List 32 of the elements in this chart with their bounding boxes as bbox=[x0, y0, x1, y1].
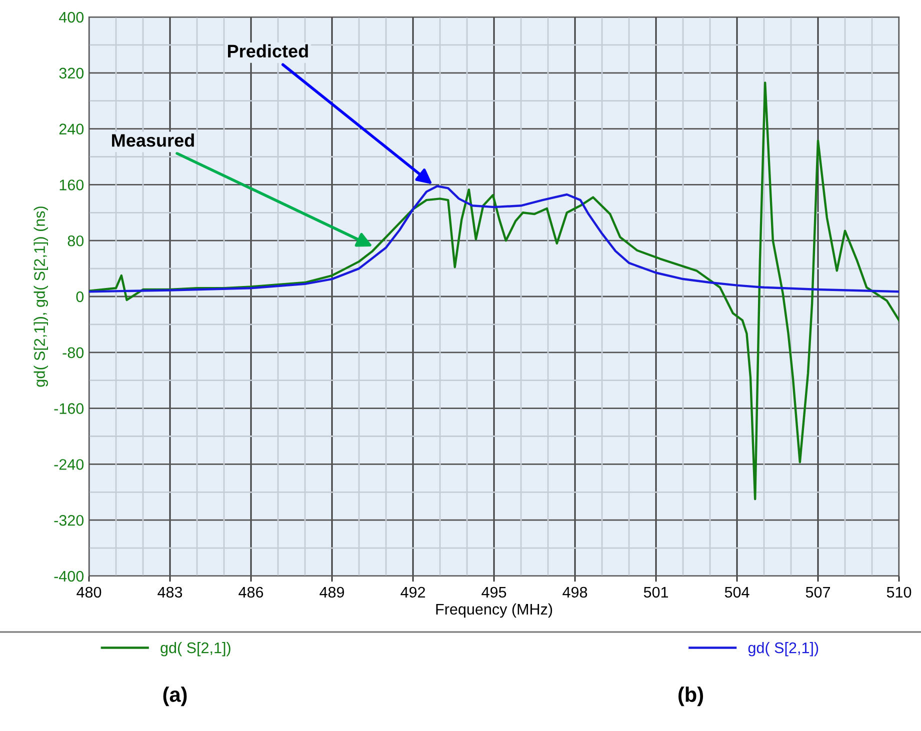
y-tick-label: -320 bbox=[54, 514, 84, 526]
y-tick-label: -160 bbox=[54, 403, 84, 414]
legend-label: gd( S[2,1]) bbox=[748, 642, 818, 656]
x-tick-label: 480 bbox=[76, 586, 102, 598]
y-tick-label: 160 bbox=[60, 180, 84, 190]
x-tick-label: 507 bbox=[806, 586, 830, 598]
annotation: Measured bbox=[112, 134, 194, 147]
y-tick-label: 0 bbox=[76, 291, 84, 302]
line-series bbox=[89, 184, 899, 293]
x-tick-label: 498 bbox=[562, 586, 588, 598]
legend-label: gd( S[2,1]) bbox=[160, 642, 230, 656]
x-tick-label: 492 bbox=[400, 586, 425, 598]
y-tick-label: 400 bbox=[59, 12, 84, 23]
x-tick-label: 489 bbox=[320, 586, 344, 598]
y-tick-label: -240 bbox=[54, 459, 84, 470]
x-tick-label: 504 bbox=[724, 586, 750, 598]
x-tick-label: 510 bbox=[886, 586, 912, 598]
y-tick-label: -400 bbox=[54, 570, 84, 582]
x-tick-label: 483 bbox=[158, 586, 182, 598]
x-tick-label: 486 bbox=[238, 586, 264, 598]
x-axis-title: Frequency (MHz) bbox=[436, 603, 552, 618]
x-tick-label: 501 bbox=[644, 586, 668, 598]
text: (a) bbox=[163, 686, 187, 706]
text: (b) bbox=[678, 686, 704, 706]
y-tick-label: 240 bbox=[59, 124, 84, 134]
y-tick-label: 320 bbox=[59, 68, 84, 79]
y-tick-label: -80 bbox=[62, 347, 84, 358]
y-tick-label: 80 bbox=[68, 235, 84, 246]
annotation: Predicted bbox=[228, 44, 308, 58]
y-axis-title: gd( S[2,1]), gd( S[2,1]) (ns) bbox=[34, 206, 48, 387]
line-series bbox=[89, 82, 899, 500]
x-tick-label: 495 bbox=[482, 586, 506, 598]
